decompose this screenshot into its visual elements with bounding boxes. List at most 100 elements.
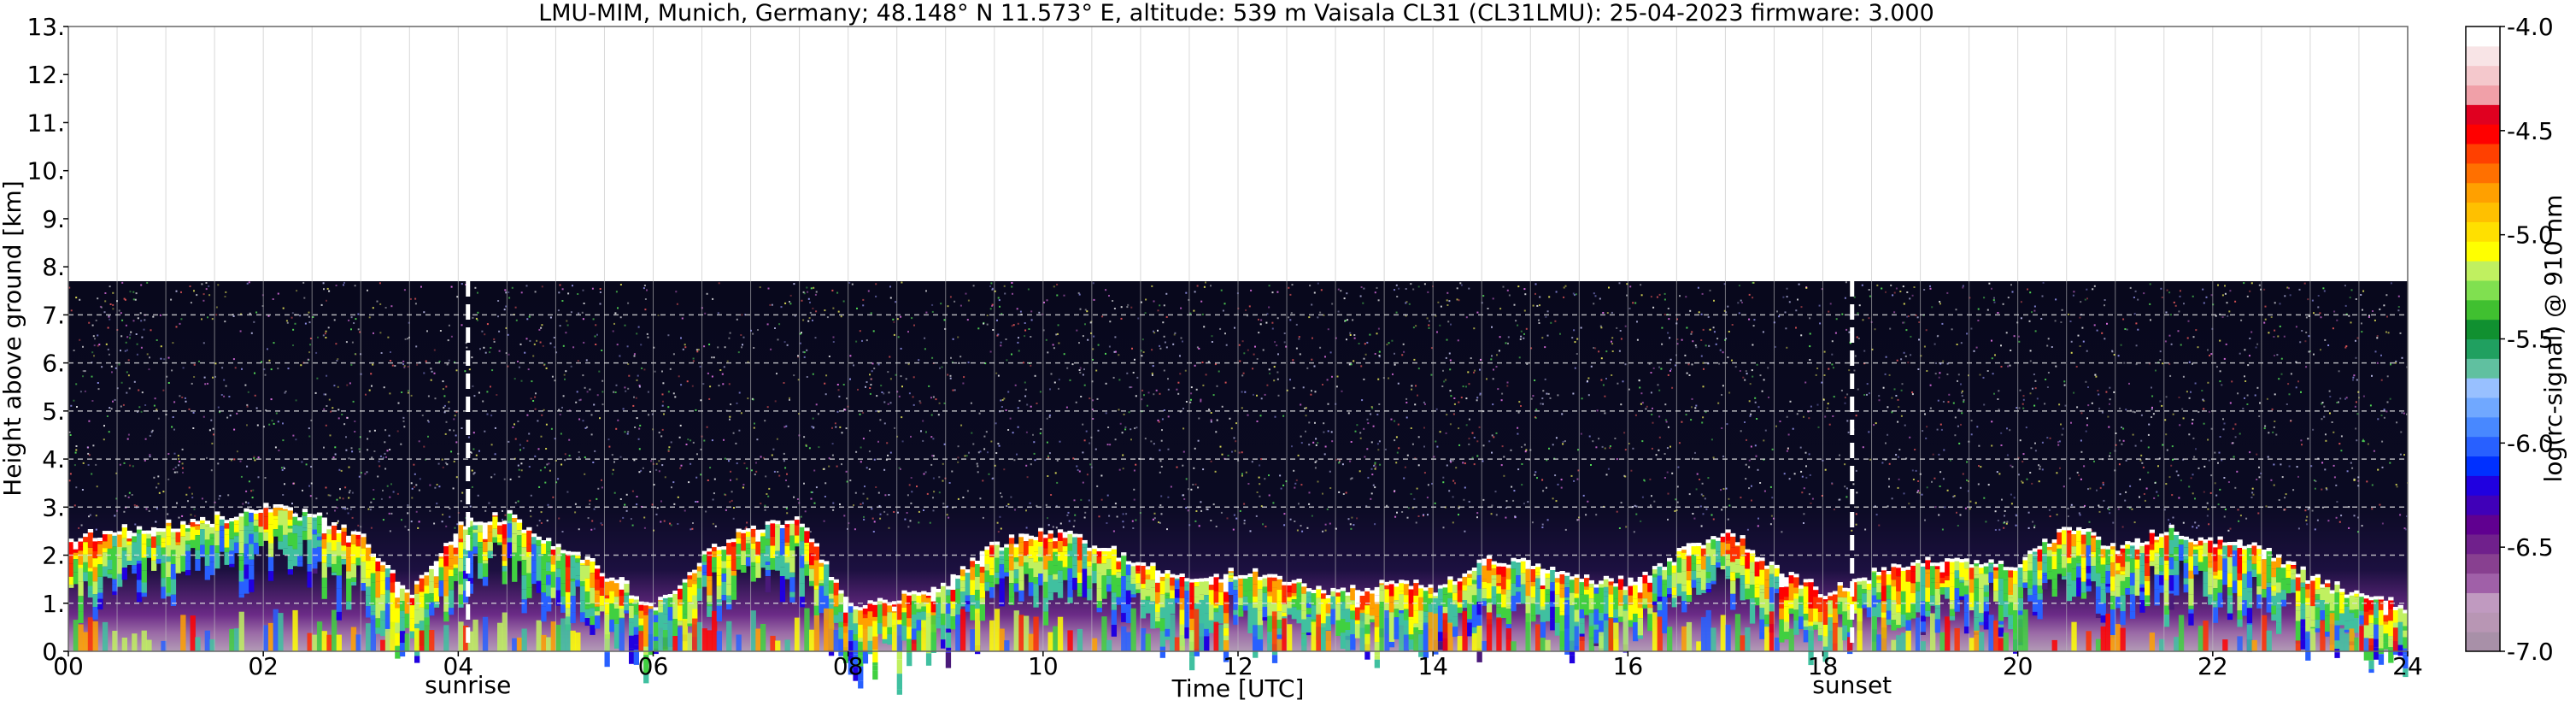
noise-speck	[1728, 331, 1730, 332]
noise-speck	[1216, 419, 1218, 421]
noise-speck	[1906, 291, 1909, 293]
noise-speck	[593, 527, 596, 530]
noise-speck	[797, 379, 800, 381]
noise-speck	[1947, 401, 1950, 403]
noise-speck	[1518, 401, 1521, 403]
noise-speck	[1532, 395, 1534, 397]
noise-speck	[1056, 459, 1059, 462]
noise-speck	[1723, 283, 1726, 285]
signal-cell	[258, 521, 264, 527]
noise-speck	[527, 368, 530, 371]
noise-speck	[2017, 456, 2020, 459]
noise-speck	[448, 401, 450, 403]
signal-cell	[366, 578, 372, 587]
noise-speck	[582, 289, 584, 291]
noise-speck	[1353, 524, 1355, 527]
noise-speck	[1153, 332, 1156, 334]
signal-cell	[151, 547, 157, 561]
noise-speck	[434, 397, 437, 400]
boundary-layer-cell	[565, 616, 572, 651]
signal-cell	[321, 519, 327, 534]
noise-speck	[1464, 530, 1466, 532]
noise-speck	[1167, 496, 1170, 498]
noise-speck	[1135, 519, 1137, 521]
noise-speck	[2244, 375, 2245, 378]
noise-speck	[1024, 388, 1027, 391]
noise-speck	[337, 417, 340, 420]
noise-speck	[849, 479, 852, 482]
signal-cell	[467, 583, 473, 594]
noise-speck	[888, 494, 890, 496]
signal-cell	[166, 577, 172, 593]
noise-speck	[308, 485, 311, 487]
noise-speck	[1048, 414, 1051, 416]
noise-speck	[2109, 403, 2110, 405]
noise-speck	[1055, 333, 1058, 336]
noise-speck	[1678, 442, 1681, 444]
noise-speck	[1474, 369, 1476, 372]
noise-speck	[1521, 463, 1523, 465]
noise-speck	[1918, 321, 1921, 323]
noise-speck	[2377, 418, 2379, 421]
noise-speck	[2027, 288, 2028, 291]
noise-speck	[1092, 358, 1094, 361]
noise-speck	[414, 473, 416, 475]
noise-speck	[442, 466, 444, 468]
noise-speck	[354, 431, 356, 432]
noise-speck	[384, 468, 387, 470]
noise-speck	[404, 338, 407, 340]
noise-speck	[893, 321, 895, 323]
noise-speck	[2288, 393, 2291, 396]
noise-speck	[484, 509, 487, 512]
noise-speck	[1116, 515, 1118, 518]
noise-speck	[845, 427, 848, 430]
noise-speck	[1525, 327, 1528, 330]
noise-speck	[2325, 433, 2327, 436]
noise-speck	[2085, 430, 2087, 432]
noise-speck	[1182, 494, 1185, 497]
noise-speck	[1960, 383, 1962, 385]
noise-speck	[2290, 373, 2292, 375]
noise-speck	[2385, 331, 2387, 333]
noise-speck	[943, 443, 946, 445]
noise-speck	[1605, 474, 1608, 476]
signal-cell	[307, 561, 313, 565]
noise-speck	[1939, 372, 1941, 374]
signal-cell	[297, 561, 303, 567]
noise-speck	[1640, 284, 1642, 286]
noise-speck	[1550, 321, 1552, 324]
noise-speck	[1349, 334, 1352, 336]
signal-cell	[97, 556, 103, 565]
noise-speck	[1868, 317, 1870, 320]
noise-speck	[836, 384, 839, 385]
noise-speck	[2234, 486, 2237, 489]
noise-speck	[519, 343, 522, 345]
noise-speck	[877, 363, 880, 366]
noise-speck	[1667, 374, 1669, 376]
noise-speck	[1266, 384, 1269, 386]
noise-speck	[1731, 324, 1734, 326]
noise-speck	[1150, 440, 1153, 443]
cloud-base-point	[180, 521, 186, 525]
noise-speck	[248, 281, 250, 284]
noise-speck	[68, 286, 71, 289]
signal-cell	[502, 561, 508, 567]
signal-cell	[575, 553, 581, 559]
noise-speck	[755, 462, 757, 464]
noise-speck	[332, 407, 334, 409]
noise-speck	[1450, 395, 1452, 397]
noise-speck	[1066, 367, 1069, 369]
noise-speck	[1911, 294, 1914, 297]
noise-speck	[1885, 356, 1887, 358]
noise-speck	[472, 448, 475, 450]
boundary-layer-cell	[316, 621, 323, 651]
noise-speck	[2325, 487, 2327, 490]
noise-speck	[764, 509, 766, 511]
noise-speck	[2149, 303, 2151, 305]
signal-cell	[375, 603, 381, 619]
signal-cell	[424, 593, 430, 609]
noise-speck	[1552, 444, 1554, 446]
noise-speck	[1505, 500, 1508, 503]
noise-speck	[411, 487, 414, 490]
noise-speck	[1276, 344, 1278, 347]
